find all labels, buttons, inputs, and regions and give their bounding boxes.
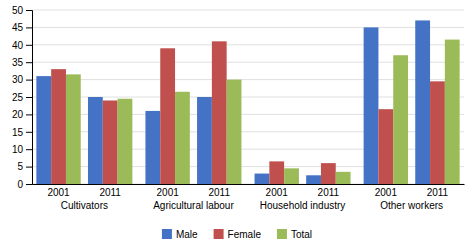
y-tick-mark [26,62,32,63]
bar [88,97,103,184]
year-label: 2001 [47,187,70,198]
legend: Male Female Total [162,229,312,240]
bar [364,27,379,184]
y-tick: 10 [12,144,32,155]
x-tick: Household industry [260,184,346,211]
x-tick: Agricultural labour [153,184,234,211]
bar [255,174,270,184]
y-tick-mark [26,80,32,81]
bar [103,100,118,184]
y-tick: 30 [12,74,32,85]
bar [284,168,299,184]
y-tick: 15 [12,127,32,138]
category-label: Cultivators [61,200,108,211]
year-label: 2011 [209,187,231,198]
bar [145,111,160,184]
bar [415,20,430,184]
bar [321,163,336,184]
y-tick-label: 10 [12,144,24,155]
year-labels: 2001 2011 2001 2011 2001 2011 2001 2011 [47,187,448,198]
legend-item: Male [162,229,198,240]
bar [306,175,321,184]
bar [36,76,51,184]
year-label: 2011 [318,187,340,198]
y-tick-label: 15 [12,127,24,138]
y-tick-label: 5 [17,161,23,172]
x-axis: Cultivators Agricultural labour Household … [33,184,465,211]
legend-swatch [277,229,287,239]
y-tick: 25 [12,92,32,103]
bar [212,41,227,184]
legend-label: Total [291,229,312,240]
y-tick-mark [26,97,32,98]
y-tick-mark [26,27,32,28]
bar [160,48,175,184]
grid [32,10,464,184]
category-label: Agricultural labour [153,200,234,211]
year-label: 2001 [266,187,289,198]
y-tick-mark [26,184,32,185]
bar [445,40,460,184]
y-tick-label: 30 [12,74,24,85]
y-axis-line [26,11,33,185]
grid-line [32,27,464,28]
y-tick: 50 [12,5,32,16]
legend-swatch [162,229,172,239]
bar [378,109,393,184]
y-tick-label: 35 [12,57,24,68]
y-tick-mark [26,10,32,11]
y-tick-mark [26,167,32,168]
y-tick: 0 [17,179,32,190]
y-tick-label: 45 [12,22,24,33]
y-tick: 5 [17,161,32,172]
y-tick-label: 40 [12,40,24,51]
chart: 0 5 10 15 20 25 30 35 40 45 50 Cultivators Agricultu… [0,0,474,248]
legend-item: Female [214,229,262,240]
y-tick-label: 25 [12,92,24,103]
y-tick: 20 [12,109,32,120]
bar [175,92,190,184]
x-axis-line [33,184,465,185]
bar [269,161,284,184]
bar [51,69,66,184]
y-tick-label: 50 [12,5,24,16]
category-label: Household industry [260,200,346,211]
bar [336,172,351,184]
plot: 0 5 10 15 20 25 30 35 40 45 50 Cultivators Agricultu… [12,5,465,211]
y-tick-mark [26,45,32,46]
bar [393,55,408,184]
y-tick: 40 [12,40,32,51]
year-label: 2001 [375,187,398,198]
bar [227,80,242,184]
y-tick: 45 [12,22,32,33]
y-tick-mark [26,149,32,150]
year-label: 2011 [427,187,449,198]
category-label: Other workers [380,200,443,211]
bars [36,20,459,184]
y-tick: 35 [12,57,32,68]
y-tick-label: 0 [17,179,23,190]
legend-label: Female [228,229,262,240]
bar [197,97,212,184]
legend-swatch [214,229,224,239]
bar [118,99,133,184]
year-label: 2001 [157,187,180,198]
legend-label: Male [176,229,198,240]
bar [430,81,445,184]
y-tick-mark [26,114,32,115]
legend-item: Total [277,229,312,240]
y-tick-label: 20 [12,109,24,120]
y-tick-mark [26,132,32,133]
y-axis: 0 5 10 15 20 25 30 35 40 45 50 [12,5,33,190]
year-label: 2011 [99,187,121,198]
bar [66,74,81,184]
grid-line [32,10,464,11]
grid-line [32,44,464,45]
